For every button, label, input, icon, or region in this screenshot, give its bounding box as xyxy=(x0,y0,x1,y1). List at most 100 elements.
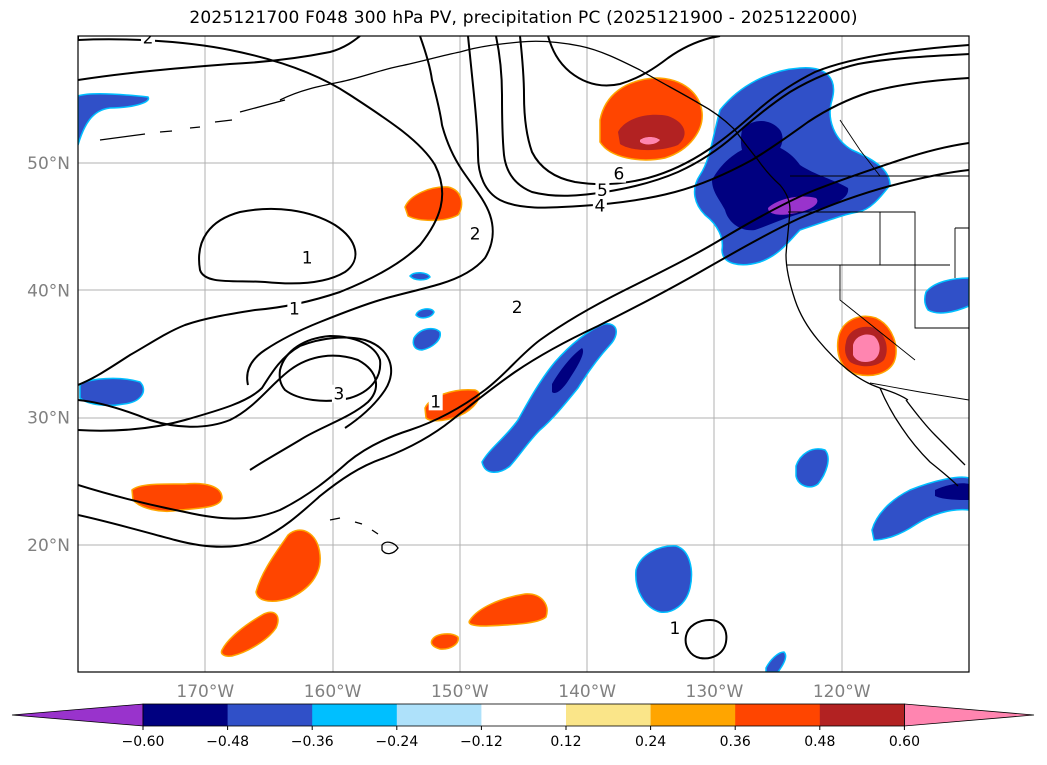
map-area: 1 1 3 1 2 2 654 1 2 xyxy=(78,29,969,672)
coastline-aleutians xyxy=(99,119,233,141)
colorbar-tick-label: −0.24 xyxy=(375,734,418,750)
border-utah xyxy=(954,227,969,278)
colorbar: −0.60 −0.48 −0.36 −0.24 −0.12 0.12 0.24 0.36 0.4… xyxy=(11,703,1035,750)
precip-region-18n xyxy=(255,529,321,602)
contour-label-halo xyxy=(510,298,525,317)
precip-region-39n-east xyxy=(923,277,969,314)
precip-region-pnw-dark xyxy=(712,143,849,231)
colorbar-extend-min xyxy=(11,703,144,727)
pv-contour-1-small-ring xyxy=(684,618,728,660)
pv-contour-1-northwest xyxy=(78,36,361,81)
colorbar-extend-max xyxy=(904,703,1035,727)
colorbar-segment xyxy=(143,704,229,726)
pv-contour-1-south xyxy=(78,336,393,432)
pv-contour-2-main xyxy=(78,142,969,520)
colorbar-segment xyxy=(227,704,313,726)
colorbar-tick-label: −0.36 xyxy=(291,734,334,750)
precip-region-26n-coast xyxy=(795,448,829,488)
contour-label: 1 xyxy=(670,619,681,639)
lat-label: 30°N xyxy=(27,409,70,429)
colorbar-segment xyxy=(312,704,398,726)
pv-contour-1-large xyxy=(78,36,444,386)
precip-positive-regions xyxy=(131,77,897,657)
precip-region-24n-west xyxy=(131,482,223,512)
contour-label: 1 xyxy=(302,249,313,269)
pv-contour-1-southern xyxy=(78,169,969,548)
contour-label-halo xyxy=(667,618,682,637)
precip-region-nw-corner xyxy=(78,93,150,146)
colorbar-tick-label: 0.12 xyxy=(550,734,581,750)
pv-contour-2-west xyxy=(78,354,377,471)
colorbar-tick-label: 0.24 xyxy=(635,734,666,750)
political-borders xyxy=(786,119,969,401)
precip-region-pnw-purple xyxy=(768,196,818,215)
precip-region-12n-small xyxy=(430,633,459,650)
pv-contour-2-north xyxy=(246,36,494,386)
colorbar-segment xyxy=(396,704,482,726)
pv-contours xyxy=(78,36,969,660)
contour-label-halo xyxy=(428,392,443,411)
precip-region-24n-east-dark xyxy=(935,483,969,500)
coastline-bc-coast xyxy=(734,129,791,211)
precip-region-47n xyxy=(404,186,463,222)
colorbar-tick-label: −0.48 xyxy=(206,734,249,750)
border-idaho xyxy=(880,211,969,329)
precip-region-pnw-dark-north xyxy=(740,121,783,165)
border-nevada xyxy=(839,265,916,361)
precip-region-14n xyxy=(468,593,548,627)
precip-region-diagonal-dark xyxy=(552,348,584,394)
lon-label: 150°W xyxy=(431,682,489,702)
lat-labels: 20°N 30°N 40°N 50°N xyxy=(27,154,70,556)
precip-region-41n-small xyxy=(409,272,431,281)
contour-label-halo xyxy=(331,384,346,403)
lon-label: 170°W xyxy=(176,682,234,702)
contour-label: 2 xyxy=(143,29,154,49)
precip-region-36n-small xyxy=(412,327,441,351)
contour-labels: 1 1 3 1 2 2 654 1 2 xyxy=(141,29,682,639)
coastline-hawaii xyxy=(329,517,399,555)
colorbar-segment xyxy=(481,704,567,726)
figure-title: 2025121700 F048 300 hPa PV, precipitatio… xyxy=(189,8,858,28)
contour-label-halo xyxy=(468,224,483,243)
lat-label: 50°N xyxy=(27,154,70,174)
colorbar-tick-label: 0.60 xyxy=(889,734,920,750)
precip-region-38n-small xyxy=(415,308,435,319)
precip-negative-regions xyxy=(78,67,969,672)
lon-label: 130°W xyxy=(686,682,744,702)
precip-region-gulf-alaska-inner xyxy=(618,114,685,151)
pv-contour-4 xyxy=(467,36,969,209)
lon-label: 120°W xyxy=(813,682,871,702)
pv-contour-3 xyxy=(278,334,382,402)
colorbar-tick-label: 0.48 xyxy=(804,734,835,750)
coastline-baja xyxy=(879,387,966,487)
colorbar-outline xyxy=(142,703,905,727)
contour-label: 4 xyxy=(594,196,605,216)
lon-label: 160°W xyxy=(304,682,362,702)
colorbar-segment xyxy=(819,704,905,726)
pv-contour-5 xyxy=(495,36,969,197)
contour-label-halo xyxy=(611,164,626,183)
contour-label: 2 xyxy=(470,224,481,244)
precip-region-socal-core xyxy=(853,334,880,363)
precip-region-11n xyxy=(765,651,787,672)
contour-label: 6 xyxy=(614,165,625,185)
map-frame xyxy=(77,35,970,673)
contour-label-halo xyxy=(595,181,610,200)
contour-label: 1 xyxy=(430,392,441,412)
precip-region-12n-left xyxy=(220,611,279,657)
precip-region-west-32n xyxy=(79,377,145,407)
border-us-mexico xyxy=(869,382,969,401)
pv-contour-1-gulf xyxy=(547,36,721,87)
colorbar-segment xyxy=(735,704,821,726)
coastline-alaska-peninsula xyxy=(239,99,286,113)
contour-label-halo xyxy=(287,299,302,318)
colorbar-tick-label: 0.36 xyxy=(720,734,751,750)
colorbar-tick-label: −0.60 xyxy=(122,734,165,750)
contour-label: 2 xyxy=(512,298,523,318)
contour-label: 1 xyxy=(289,299,300,319)
lon-labels: 170°W 160°W 150°W 140°W 130°W 120°W xyxy=(176,682,870,702)
colorbar-segment xyxy=(650,704,736,726)
colorbar-segment xyxy=(566,704,652,726)
contour-label: 3 xyxy=(334,385,345,405)
